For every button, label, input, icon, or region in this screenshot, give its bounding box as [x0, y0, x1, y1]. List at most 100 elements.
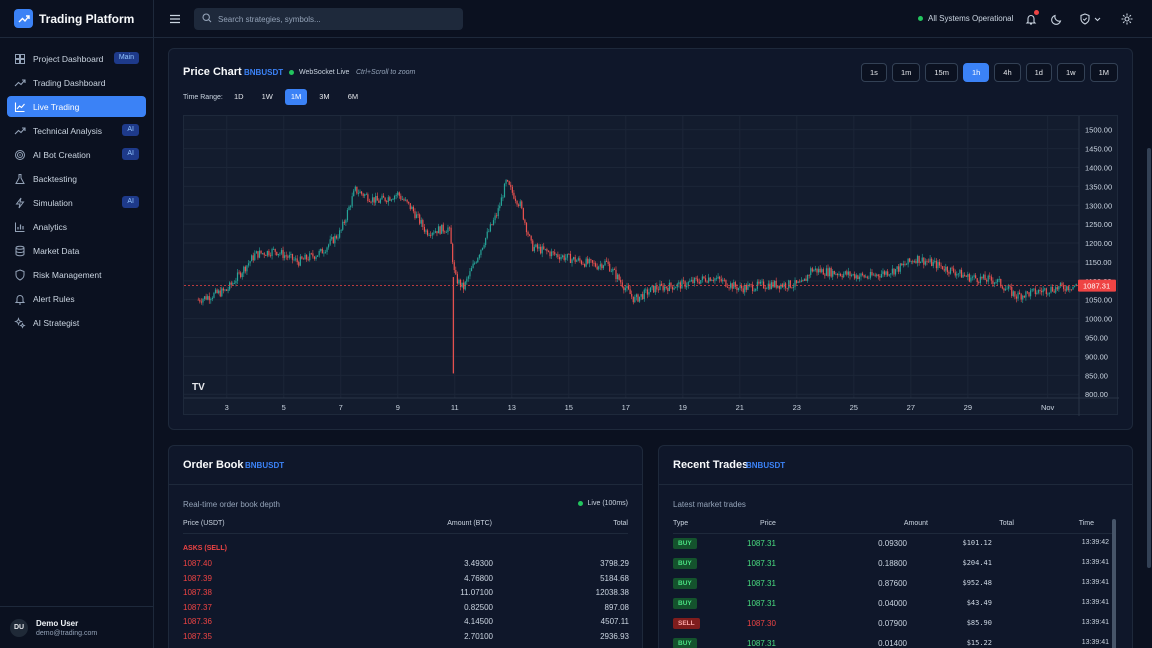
candle	[697, 278, 699, 282]
brand[interactable]: Trading Platform	[0, 0, 153, 38]
candle	[254, 253, 256, 261]
candle	[810, 268, 812, 275]
ask-row[interactable]: 1087.39 4.76800 5184.68	[183, 574, 629, 588]
grid-icon	[14, 53, 26, 65]
candle	[307, 259, 309, 261]
sidebar-item-analytics[interactable]: Analytics	[7, 216, 146, 237]
candle	[211, 297, 213, 300]
sidebar-item-ai-strategist[interactable]: AI Strategist	[7, 312, 146, 333]
candlestick-chart[interactable]: 1500.00 1450.00 1400.00 1350.00 1300.00 1250.…	[184, 116, 1119, 416]
gear-icon[interactable]	[1120, 12, 1134, 26]
bell-icon[interactable]	[1024, 10, 1039, 26]
search-input[interactable]	[218, 14, 448, 24]
trade-row[interactable]: BUY 1087.31 0.87600 $952.48 13:39:41	[673, 576, 1109, 594]
candle	[428, 234, 430, 236]
sidebar-item-alert-rules[interactable]: Alert Rules	[7, 288, 146, 309]
candle	[409, 203, 411, 210]
candle	[813, 269, 815, 272]
trade-row[interactable]: SELL 1087.30 0.07900 $85.90 13:39:41	[673, 616, 1109, 634]
candle	[753, 290, 755, 292]
candle	[444, 231, 446, 233]
time-range-button-3M[interactable]: 3M	[319, 92, 330, 101]
ask-row[interactable]: 1087.35 2.70100 2936.93	[183, 632, 629, 646]
ask-amount: 0.82500	[464, 602, 493, 612]
sidebar-item-simulation[interactable]: Simulation AI	[7, 192, 146, 213]
candle	[701, 276, 703, 281]
trades-scrollbar[interactable]	[1112, 519, 1116, 648]
ask-row[interactable]: 1087.38 11.07100 12038.38	[183, 588, 629, 602]
trade-time: 13:39:41	[1081, 639, 1109, 646]
moon-icon[interactable]	[1050, 12, 1064, 26]
candle	[703, 276, 705, 279]
menu-icon[interactable]	[168, 12, 182, 26]
candle	[613, 269, 616, 270]
chart-canvas[interactable]: 1500.00 1450.00 1400.00 1350.00 1300.00 1250.…	[183, 115, 1119, 416]
candle	[296, 258, 298, 263]
timeframe-button-1s[interactable]: 1s	[861, 63, 887, 82]
sidebar-item-live-trading[interactable]: Live Trading	[7, 96, 146, 117]
candle	[362, 193, 364, 196]
candle	[1036, 292, 1038, 295]
candle	[965, 275, 967, 277]
time-range-button-6M[interactable]: 6M	[347, 92, 359, 101]
sidebar-item-ai-bot-creation[interactable]: AI Bot Creation AI	[7, 144, 146, 165]
trade-price: 1087.30	[747, 619, 776, 628]
timeframe-button-1M[interactable]: 1M	[1089, 63, 1118, 82]
candle	[825, 268, 828, 276]
candle	[912, 261, 914, 263]
timeframe-button-1m[interactable]: 1m	[891, 63, 921, 82]
trade-time: 13:39:41	[1081, 579, 1109, 586]
candle	[772, 282, 774, 287]
candle	[236, 272, 239, 281]
candle	[1044, 288, 1046, 290]
trade-row[interactable]: BUY 1087.31 0.04000 $43.49 13:39:41	[673, 596, 1109, 614]
sidebar-item-backtesting[interactable]: Backtesting	[7, 168, 146, 189]
trade-row[interactable]: BUY 1087.31 0.09300 $101.12 13:39:42	[673, 536, 1109, 554]
candle	[260, 250, 262, 254]
candle	[832, 270, 834, 277]
sidebar-item-risk-management[interactable]: Risk Management	[7, 264, 146, 285]
live-dot	[577, 501, 583, 506]
candle	[717, 276, 719, 279]
page-scrollbar[interactable]	[1146, 38, 1152, 648]
time-range-button-1D[interactable]: 1D	[234, 92, 244, 101]
candle	[690, 279, 692, 282]
sidebar-item-label: Risk Management	[33, 269, 102, 280]
candle	[1014, 291, 1016, 297]
timeframe-button-1w[interactable]: 1w	[1056, 63, 1085, 82]
timeframe-button-4h[interactable]: 4h	[994, 63, 1021, 82]
ask-row[interactable]: 1087.36 4.14500 4507.11	[183, 617, 629, 631]
time-range-button-1M[interactable]: 1M	[284, 89, 308, 105]
ask-row[interactable]: 1087.40 3.49300 3798.29	[183, 559, 629, 573]
candle	[976, 278, 978, 283]
trade-row[interactable]: BUY 1087.31 0.18800 $204.41 13:39:41	[673, 556, 1109, 574]
trade-row[interactable]: BUY 1087.31 0.01400 $15.22 13:39:41	[673, 636, 1109, 648]
timeframe-button-1d[interactable]: 1d	[1025, 63, 1052, 82]
search-box	[194, 8, 463, 30]
recent-trades-title: Recent Trades	[673, 459, 749, 471]
sidebar-item-technical-analysis[interactable]: Technical Analysis AI	[7, 120, 146, 141]
avatar: DU	[10, 618, 28, 637]
page-scroll-thumb[interactable]	[1147, 148, 1151, 568]
timeframe-button-1h[interactable]: 1h	[962, 63, 990, 82]
candle	[1034, 288, 1036, 295]
candle	[1030, 290, 1032, 297]
user-profile[interactable]: DU Demo User demo@trading.com	[0, 606, 153, 648]
sidebar-item-project-dashboard[interactable]: Project Dashboard Main	[7, 48, 146, 69]
sidebar-item-trading-dashboard[interactable]: Trading Dashboard	[7, 72, 146, 93]
candle	[351, 196, 353, 207]
candle	[247, 263, 250, 266]
candle	[706, 281, 708, 283]
sidebar-item-market-data[interactable]: Market Data	[7, 240, 146, 261]
candle	[932, 261, 934, 266]
ask-row[interactable]: 1087.37 0.82500 897.08	[183, 603, 629, 617]
candle	[431, 233, 433, 236]
timeframe-button-15m[interactable]: 15m	[925, 63, 958, 82]
time-range-button-1W[interactable]: 1W	[261, 92, 273, 101]
security-dropdown[interactable]	[1078, 12, 1104, 26]
candle	[529, 234, 531, 236]
candle	[876, 274, 878, 276]
candle	[962, 274, 964, 278]
candle	[214, 289, 217, 293]
candle	[1009, 286, 1011, 288]
